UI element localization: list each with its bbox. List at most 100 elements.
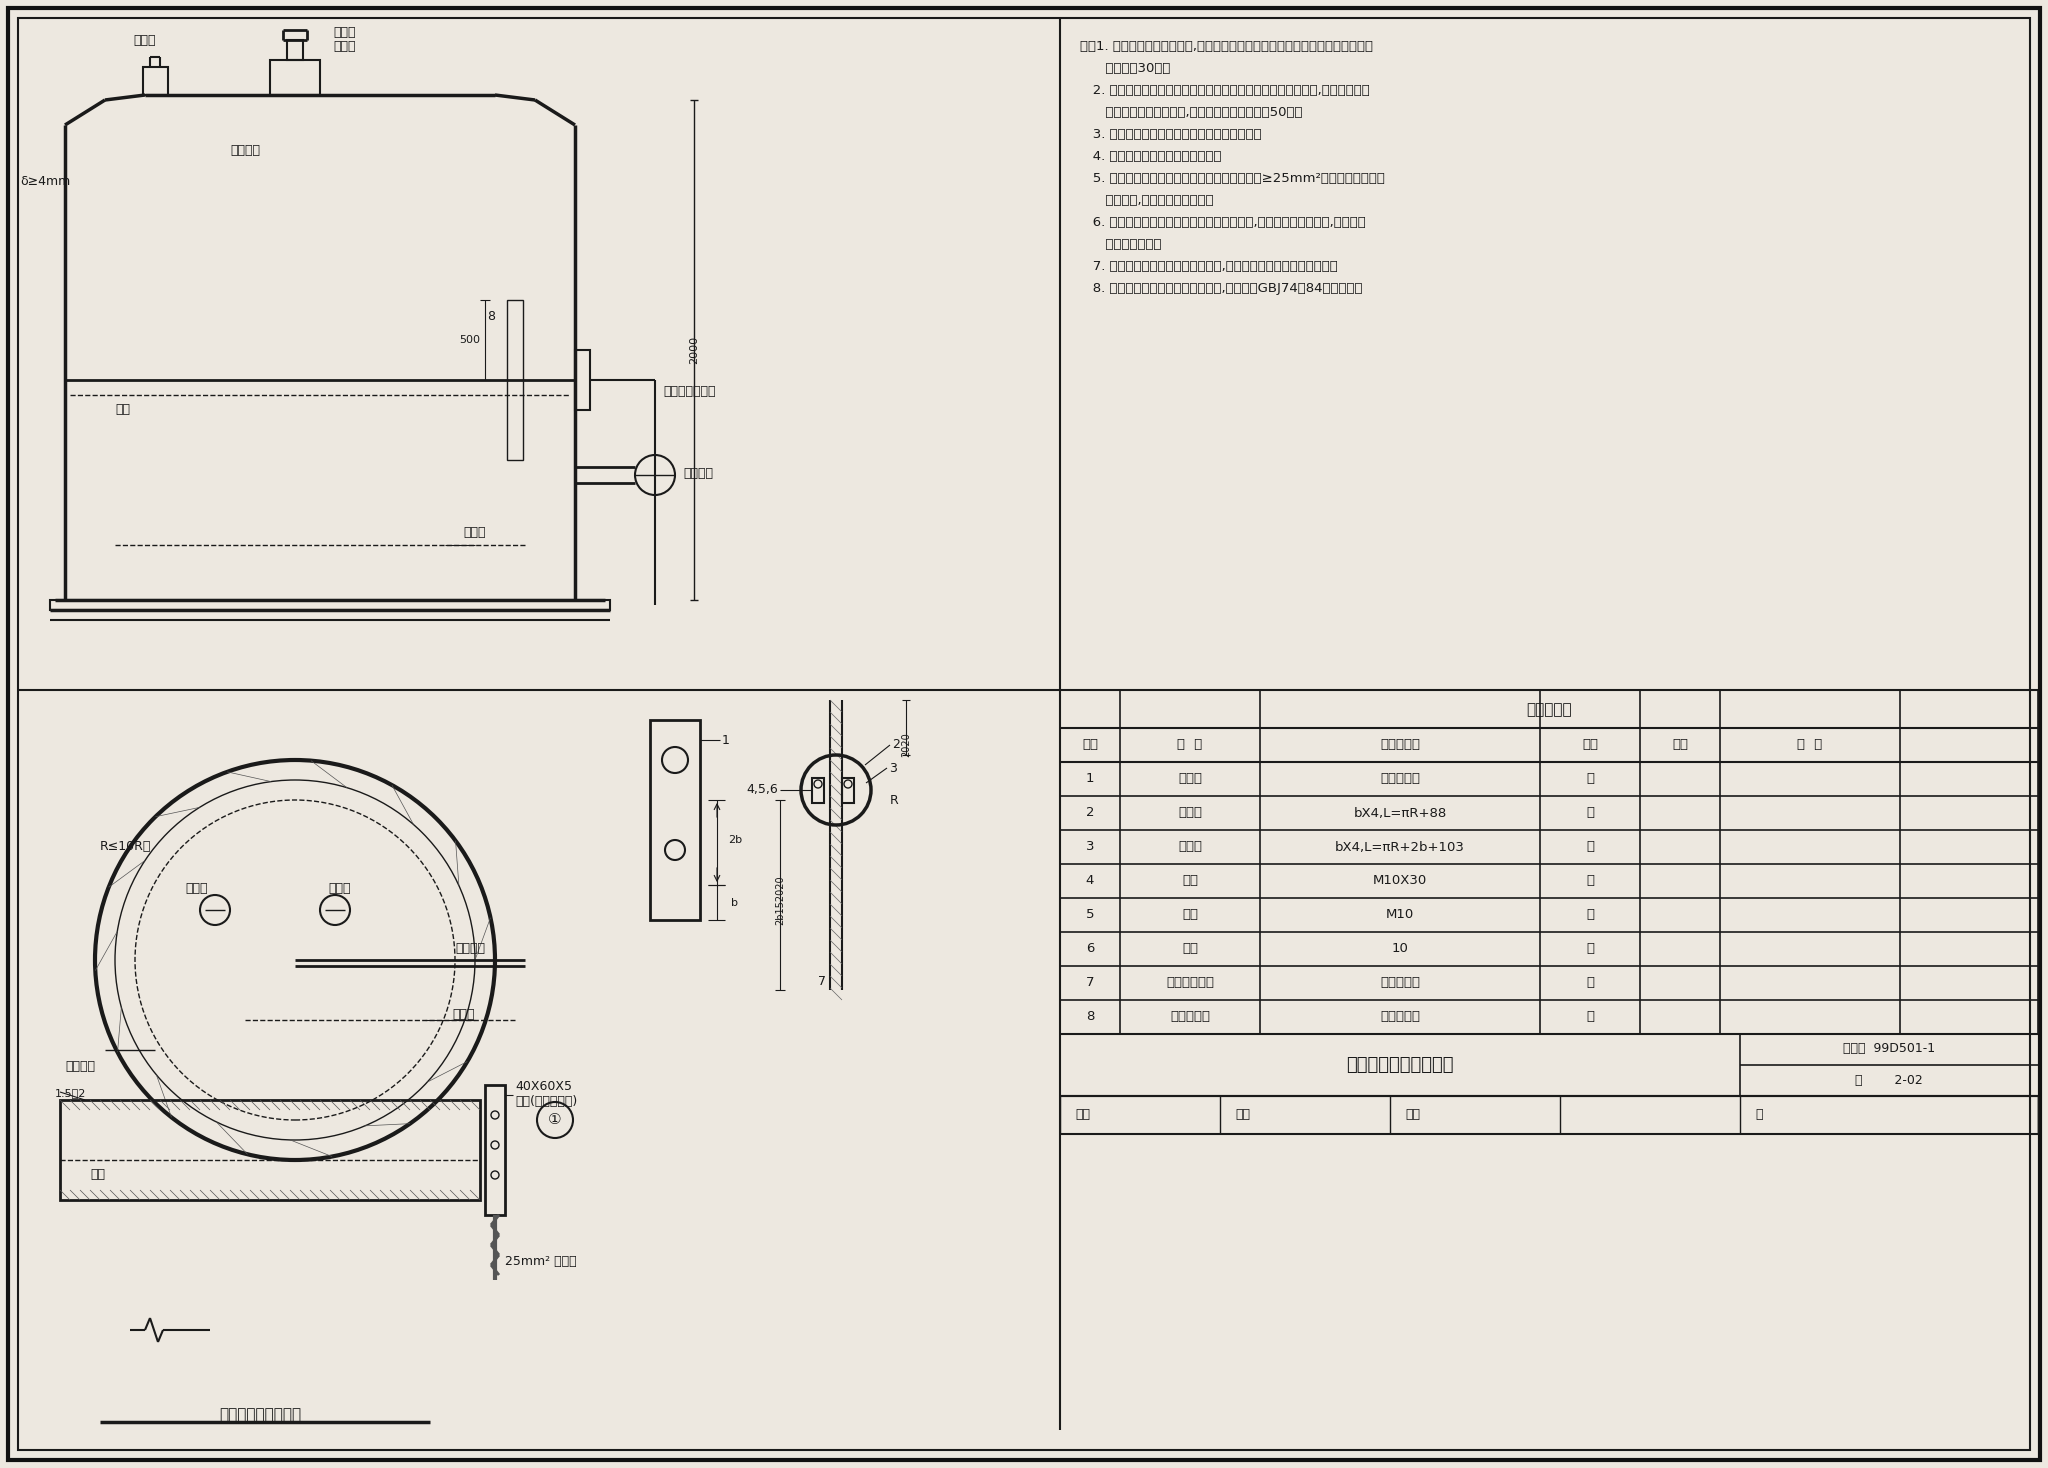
Text: 个: 个 xyxy=(1585,942,1593,956)
Text: 铜线两根,作为等电位联接线。: 铜线两根,作为等电位联接线。 xyxy=(1079,194,1214,207)
Bar xyxy=(59,1100,479,1199)
Text: 4,5,6: 4,5,6 xyxy=(745,784,778,797)
Text: 8: 8 xyxy=(1085,1010,1094,1023)
Text: 8: 8 xyxy=(487,310,496,323)
Text: 2: 2 xyxy=(893,738,899,752)
Text: 4. 固定罐顶需设阻火器和呼吸阀。: 4. 固定罐顶需设阻火器和呼吸阀。 xyxy=(1079,150,1221,163)
Text: 校对: 校对 xyxy=(1235,1108,1249,1122)
Text: 阻火器: 阻火器 xyxy=(334,41,356,53)
Text: 单位: 单位 xyxy=(1581,738,1597,752)
Text: M10X30: M10X30 xyxy=(1372,875,1427,888)
Bar xyxy=(649,719,700,920)
Text: 10: 10 xyxy=(1391,942,1409,956)
Text: 5. 对于浮顶金属油罐应将罐体与浮顶采用截面≥25mm²装有接线端子的软: 5. 对于浮顶金属油罐应将罐体与浮顶采用截面≥25mm²装有接线端子的软 xyxy=(1079,172,1384,185)
Text: 1: 1 xyxy=(723,734,729,747)
Text: 短抱箍: 短抱箍 xyxy=(1178,806,1202,819)
Text: 2. 钢油罐上的温度、液位检测线必须采用铠装电缆或钢管配线,电缆外皮或钢: 2. 钢油罐上的温度、液位检测线必须采用铠装电缆或钢管配线,电缆外皮或钢 xyxy=(1079,84,1370,97)
Bar xyxy=(842,778,854,803)
Text: 2: 2 xyxy=(1085,806,1094,819)
Bar xyxy=(575,349,590,410)
Text: 呼吸阀: 呼吸阀 xyxy=(334,26,356,40)
Text: 2000: 2000 xyxy=(688,336,698,364)
Text: 审核: 审核 xyxy=(1075,1108,1090,1122)
Text: 3: 3 xyxy=(1085,841,1094,853)
Text: 型号及规格: 型号及规格 xyxy=(1380,738,1419,752)
Text: 油面: 油面 xyxy=(90,1169,104,1180)
Text: 6. 抱箍与管道接触处的接触表面须刮拭干净,安装完毕后刷防护漆,抱箍内径: 6. 抱箍与管道接触处的接触表面须刮拭干净,安装完毕后刷防护漆,抱箍内径 xyxy=(1079,216,1366,229)
Text: 3. 进出油罐管线与罐体之间应作等电位联结。: 3. 进出油罐管线与罐体之间应作等电位联结。 xyxy=(1079,128,1262,141)
Text: 1.5～2: 1.5～2 xyxy=(55,1088,86,1098)
Bar xyxy=(287,40,303,60)
Text: 5: 5 xyxy=(1085,909,1094,922)
Text: 检测线: 检测线 xyxy=(453,1009,475,1022)
Bar xyxy=(485,1085,506,1216)
Text: 卡子固定: 卡子固定 xyxy=(229,144,260,157)
Text: ①: ① xyxy=(549,1113,561,1127)
Text: 备  注: 备 注 xyxy=(1798,738,1823,752)
Text: 管应与罐体作可靠连接,电缆埋地长度不应小于50米。: 管应与罐体作可靠连接,电缆埋地长度不应小于50米。 xyxy=(1079,106,1303,119)
Text: 页: 页 xyxy=(1755,1108,1763,1122)
Text: 测量孔: 测量孔 xyxy=(133,34,156,47)
Text: 进出油管: 进出油管 xyxy=(682,467,713,480)
Text: 名  称: 名 称 xyxy=(1178,738,1202,752)
Bar xyxy=(811,778,823,803)
Bar xyxy=(270,60,319,95)
Text: 米: 米 xyxy=(1585,875,1593,888)
Text: 2b152020: 2b152020 xyxy=(774,875,784,925)
Text: 等于管道外径。: 等于管道外径。 xyxy=(1079,238,1161,251)
Text: 检测线: 检测线 xyxy=(463,527,485,540)
Text: 米: 米 xyxy=(1585,841,1593,853)
Text: 注：1. 钢油罐必须做防雷接地,其接地点不应少于两处，接地点沿油罐周长的间距: 注：1. 钢油罐必须做防雷接地,其接地点不应少于两处，接地点沿油罐周长的间距 xyxy=(1079,40,1372,53)
Bar xyxy=(143,68,168,95)
Text: 500: 500 xyxy=(459,335,481,345)
Text: 1: 1 xyxy=(1085,772,1094,785)
Text: 设计: 设计 xyxy=(1405,1108,1419,1122)
Text: 25mm² 软铜线: 25mm² 软铜线 xyxy=(506,1255,578,1268)
Text: 个: 个 xyxy=(1585,909,1593,922)
Text: 米: 米 xyxy=(1585,772,1593,785)
Text: 图集号  99D501-1: 图集号 99D501-1 xyxy=(1843,1042,1935,1055)
Text: R: R xyxy=(891,794,899,806)
Bar xyxy=(508,299,522,459)
Text: 呼吸阀: 呼吸阀 xyxy=(330,882,352,895)
Text: 金属油罐防雷接地做法: 金属油罐防雷接地做法 xyxy=(1346,1055,1454,1075)
Text: b: b xyxy=(731,898,739,909)
Text: 40X60X5: 40X60X5 xyxy=(514,1080,571,1094)
Text: 数量: 数量 xyxy=(1671,738,1688,752)
Text: 输油管: 输油管 xyxy=(1178,772,1202,785)
Text: 8. 其他油罐体防雷可参照本图施工,并应符合GBJ74－84有关要求。: 8. 其他油罐体防雷可参照本图施工,并应符合GBJ74－84有关要求。 xyxy=(1079,282,1362,295)
Text: bX4,L=πR+88: bX4,L=πR+88 xyxy=(1354,806,1446,819)
Text: 7: 7 xyxy=(1085,976,1094,989)
Text: 见工程设计: 见工程设计 xyxy=(1380,772,1419,785)
Text: 油面: 油面 xyxy=(115,404,129,415)
Text: 6: 6 xyxy=(1085,942,1094,956)
Text: M10: M10 xyxy=(1386,909,1413,922)
Text: 个: 个 xyxy=(1585,1010,1593,1023)
Text: 页        2-02: 页 2-02 xyxy=(1855,1073,1923,1086)
Text: 7: 7 xyxy=(817,975,825,988)
Text: 接地端子: 接地端子 xyxy=(66,1060,94,1073)
Text: 2b: 2b xyxy=(727,835,741,846)
Text: 4: 4 xyxy=(1085,875,1094,888)
Text: 进出油管: 进出油管 xyxy=(455,942,485,956)
Text: R≤10R尺: R≤10R尺 xyxy=(100,840,152,853)
Text: 钢板(与罐体焊接): 钢板(与罐体焊接) xyxy=(514,1095,578,1108)
Text: 米: 米 xyxy=(1585,976,1593,989)
Text: 个: 个 xyxy=(1585,806,1593,819)
Text: 由工程设定: 由工程设定 xyxy=(1380,1010,1419,1023)
Text: 与接地装置连接: 与接地装置连接 xyxy=(664,385,715,398)
Text: 编号: 编号 xyxy=(1081,738,1098,752)
Text: bX4,L=πR+2b+103: bX4,L=πR+2b+103 xyxy=(1335,841,1464,853)
Text: 测量孔: 测量孔 xyxy=(186,882,209,895)
Text: 见工程设计: 见工程设计 xyxy=(1380,976,1419,989)
Text: 垫圈: 垫圈 xyxy=(1182,942,1198,956)
Text: 等电位联结线: 等电位联结线 xyxy=(1165,976,1214,989)
Text: 螺栓: 螺栓 xyxy=(1182,875,1198,888)
Text: 螺母: 螺母 xyxy=(1182,909,1198,922)
Text: 7. 施工完毕后须测试导电的连续性,导电不良的连接处须做跨接线。: 7. 施工完毕后须测试导电的连续性,导电不良的连接处须做跨接线。 xyxy=(1079,260,1337,273)
Text: 3: 3 xyxy=(889,762,897,775)
Text: 长抱箍: 长抱箍 xyxy=(1178,841,1202,853)
Text: 浮顶油罐接地示意图: 浮顶油罐接地示意图 xyxy=(219,1408,301,1422)
Bar xyxy=(49,600,610,611)
Text: 接地端子板: 接地端子板 xyxy=(1169,1010,1210,1023)
